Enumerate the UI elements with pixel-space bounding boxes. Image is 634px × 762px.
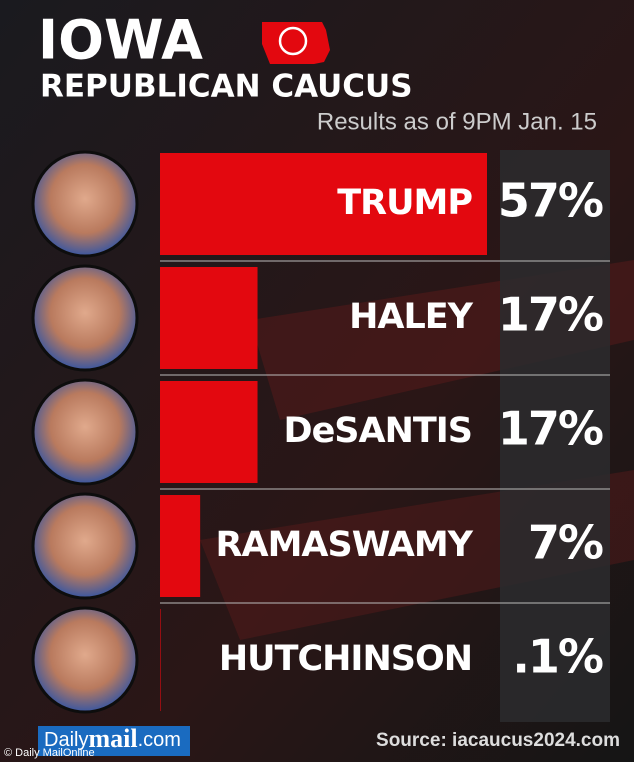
logo-part: mail (88, 724, 137, 753)
value-panel (500, 150, 610, 722)
candidate-photo (31, 606, 139, 714)
chart-subtitle: REPUBLICAN CAUCUS (40, 69, 413, 105)
candidate-photo (31, 492, 139, 600)
logo: Dailymail.com (44, 724, 181, 753)
logo-box (38, 726, 190, 756)
iowa-icon (262, 22, 330, 64)
source: Source: iacaucus2024.com (376, 730, 620, 751)
category-label: HALEY (349, 297, 474, 337)
candidate-photo (31, 150, 139, 258)
candidate-photo (31, 264, 139, 372)
bar (160, 381, 258, 483)
value-label: 57% (498, 174, 603, 228)
bar (160, 267, 258, 369)
value-label: 17% (498, 402, 603, 456)
logo-part: .com (138, 729, 181, 751)
category-label: DeSANTIS (284, 411, 472, 451)
value-label: .1% (512, 630, 602, 684)
value-label: 7% (528, 516, 603, 570)
value-label: 17% (498, 288, 603, 342)
logo-part: Daily (44, 729, 88, 751)
credit: © Daily MailOnline (4, 747, 95, 759)
note: Results as of 9PM Jan. 15 (317, 108, 597, 135)
chart-title: IOWA (38, 9, 203, 72)
bar (160, 153, 487, 255)
candidate-photo (31, 378, 139, 486)
category-label: RAMASWAMY (216, 525, 474, 565)
gop-icon (278, 26, 308, 56)
category-label: HUTCHINSON (219, 639, 472, 679)
bar (160, 609, 161, 711)
category-label: TRUMP (337, 183, 472, 223)
bar (160, 495, 201, 597)
